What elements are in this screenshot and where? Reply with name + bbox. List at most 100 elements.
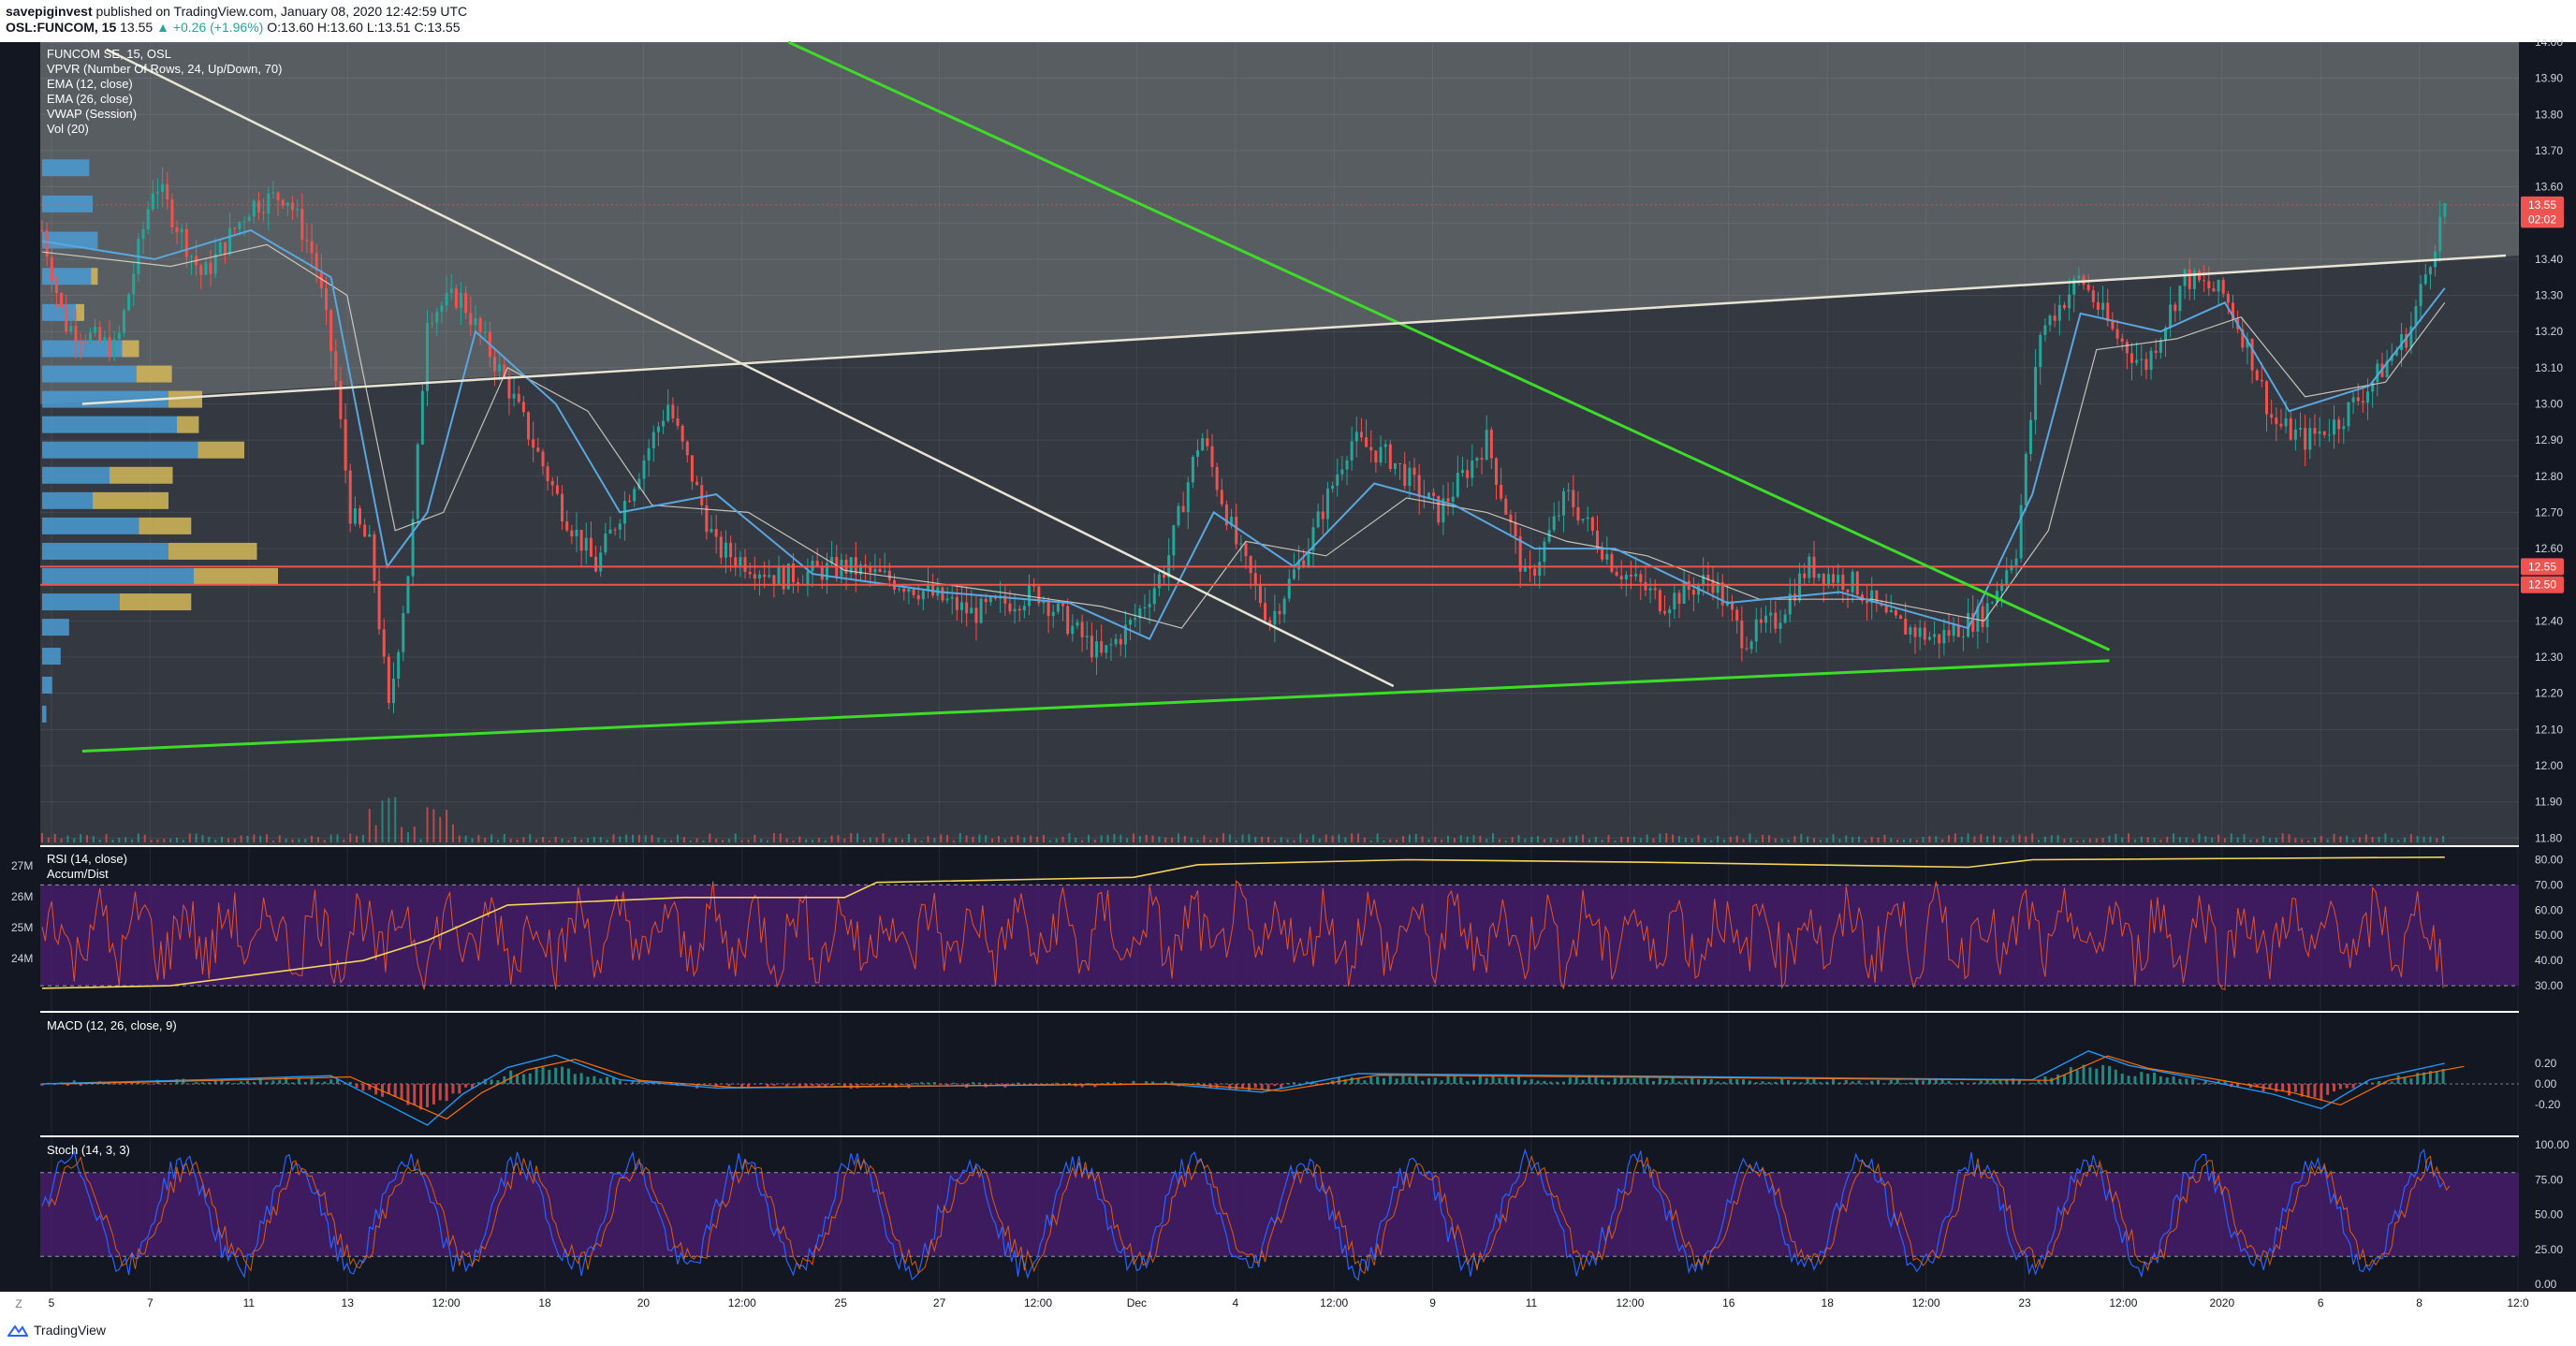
macd-histogram-bar <box>1556 1081 1559 1084</box>
candle-body <box>1648 588 1652 591</box>
candle-body <box>1273 610 1277 625</box>
macd-histogram-bar <box>977 1082 981 1084</box>
volume-bar <box>336 834 339 842</box>
macd-histogram-bar <box>881 1082 885 1084</box>
candle-body <box>2322 431 2326 435</box>
volume-bar <box>2050 835 2053 842</box>
candle-body <box>666 404 670 421</box>
macd-histogram-bar <box>2390 1081 2393 1084</box>
volume-bar <box>484 837 487 842</box>
candle-body <box>1909 627 1912 635</box>
volume-bar <box>2326 839 2329 842</box>
legend-ema12[interactable]: EMA (12, close) <box>47 77 133 91</box>
candle-body <box>1258 583 1262 604</box>
candle-body <box>449 288 453 293</box>
vpvr-down-bar <box>168 542 257 560</box>
legend-stoch[interactable]: Stoch (14, 3, 3) <box>47 1143 130 1157</box>
candle-body <box>2057 304 2061 321</box>
volume-bar <box>311 835 314 842</box>
candle-body <box>132 273 136 295</box>
candle-body <box>1557 515 1560 517</box>
volume-bar <box>1357 833 1360 842</box>
candle-body <box>1432 492 1436 496</box>
candle-body <box>65 306 68 332</box>
macd-histogram-bar <box>1588 1075 1591 1084</box>
stoch-tick-label: 50.00 <box>2535 1208 2563 1222</box>
legend-vpvr[interactable]: VPVR (Number Of Rows, 24, Up/Down, 70) <box>47 62 282 76</box>
macd-histogram-bar <box>303 1081 307 1084</box>
volume-bar <box>1646 834 1648 842</box>
volume-bar <box>1659 833 1661 842</box>
volume-bar <box>451 824 454 842</box>
candle-body <box>474 317 477 326</box>
volume-bar <box>439 816 442 842</box>
candle-body <box>1316 511 1320 528</box>
legend-vwap[interactable]: VWAP (Session) <box>47 107 137 121</box>
volume-bar <box>2128 833 2130 842</box>
volume-bar <box>227 838 229 842</box>
legend-ema26[interactable]: EMA (26, close) <box>47 92 133 106</box>
legend-vol[interactable]: Vol (20) <box>47 122 89 136</box>
legend-title[interactable]: FUNCOM SE, 15, OSL <box>47 47 171 61</box>
macd-histogram-bar <box>862 1083 866 1086</box>
volume-bar <box>1967 833 1969 842</box>
candle-body <box>1095 641 1099 658</box>
macd-histogram-bar <box>2345 1083 2349 1089</box>
macd-histogram-bar <box>1235 1083 1238 1090</box>
timezone-corner[interactable]: Z <box>15 1297 22 1310</box>
legend-rsi[interactable]: RSI (14, close) <box>47 852 127 866</box>
volume-bar <box>1216 838 1219 842</box>
rsi-tick-label: 40.00 <box>2535 954 2563 967</box>
volume-bar <box>2358 837 2361 842</box>
candle-body <box>2039 334 2042 367</box>
publisher-name[interactable]: savepiginvest <box>6 4 93 19</box>
volume-bar <box>426 807 429 842</box>
volume-bar <box>1742 839 1745 842</box>
candle-body <box>2270 414 2274 418</box>
macd-histogram-bar <box>914 1082 917 1084</box>
candle-body <box>1215 466 1219 490</box>
candle-body <box>1268 620 1272 625</box>
legend-macd[interactable]: MACD (12, 26, close, 9) <box>47 1018 177 1032</box>
volume-bar <box>978 834 981 842</box>
rsi-tick-label: 70.00 <box>2535 878 2563 891</box>
candle-body <box>1590 517 1594 531</box>
chart-canvas[interactable]: 14.0013.9013.8013.7013.6013.5013.4013.30… <box>0 39 2576 1314</box>
candle-body <box>1706 575 1710 580</box>
symbol-name[interactable]: OSL:FUNCOM, 15 <box>6 20 117 35</box>
candle-body <box>705 505 709 533</box>
candle-body <box>281 199 285 206</box>
macd-histogram-bar <box>2172 1075 2175 1084</box>
candle-body <box>1851 571 1854 593</box>
macd-histogram-bar <box>1819 1082 1822 1084</box>
footer-brand[interactable]: TradingView <box>34 1323 107 1338</box>
price-badge-bg <box>2521 211 2564 228</box>
volume-bar <box>388 797 390 842</box>
candle-body <box>1837 574 1840 583</box>
volume-bar <box>233 838 236 842</box>
candle-body <box>633 489 637 502</box>
candle-body <box>1017 608 1021 611</box>
candle-body <box>45 230 49 257</box>
legend-accum[interactable]: Accum/Dist <box>47 867 109 881</box>
volume-bar <box>1672 834 1675 842</box>
volume-bar <box>2346 835 2349 842</box>
candle-body <box>310 241 314 254</box>
candle-body <box>1639 574 1643 582</box>
candle-body <box>1586 517 1589 519</box>
volume-bar <box>80 834 82 842</box>
candle-body <box>820 566 824 580</box>
time-tick-label: 12:00 <box>728 1296 756 1309</box>
price-tick-label: 12.70 <box>2535 505 2563 519</box>
volume-bar <box>567 840 570 842</box>
volume-bar <box>2256 839 2259 842</box>
candle-body <box>912 589 915 595</box>
volume-bar <box>1825 838 1828 842</box>
vpvr-up-bar <box>42 268 92 285</box>
candle-body <box>1788 593 1792 615</box>
volume-bar <box>1151 835 1154 842</box>
volume-bar <box>2012 835 2014 842</box>
macd-histogram-bar <box>1844 1079 1848 1084</box>
candle-body <box>1129 620 1133 625</box>
main-legend[interactable]: FUNCOM SE, 15, OSL VPVR (Number Of Rows,… <box>47 47 282 136</box>
